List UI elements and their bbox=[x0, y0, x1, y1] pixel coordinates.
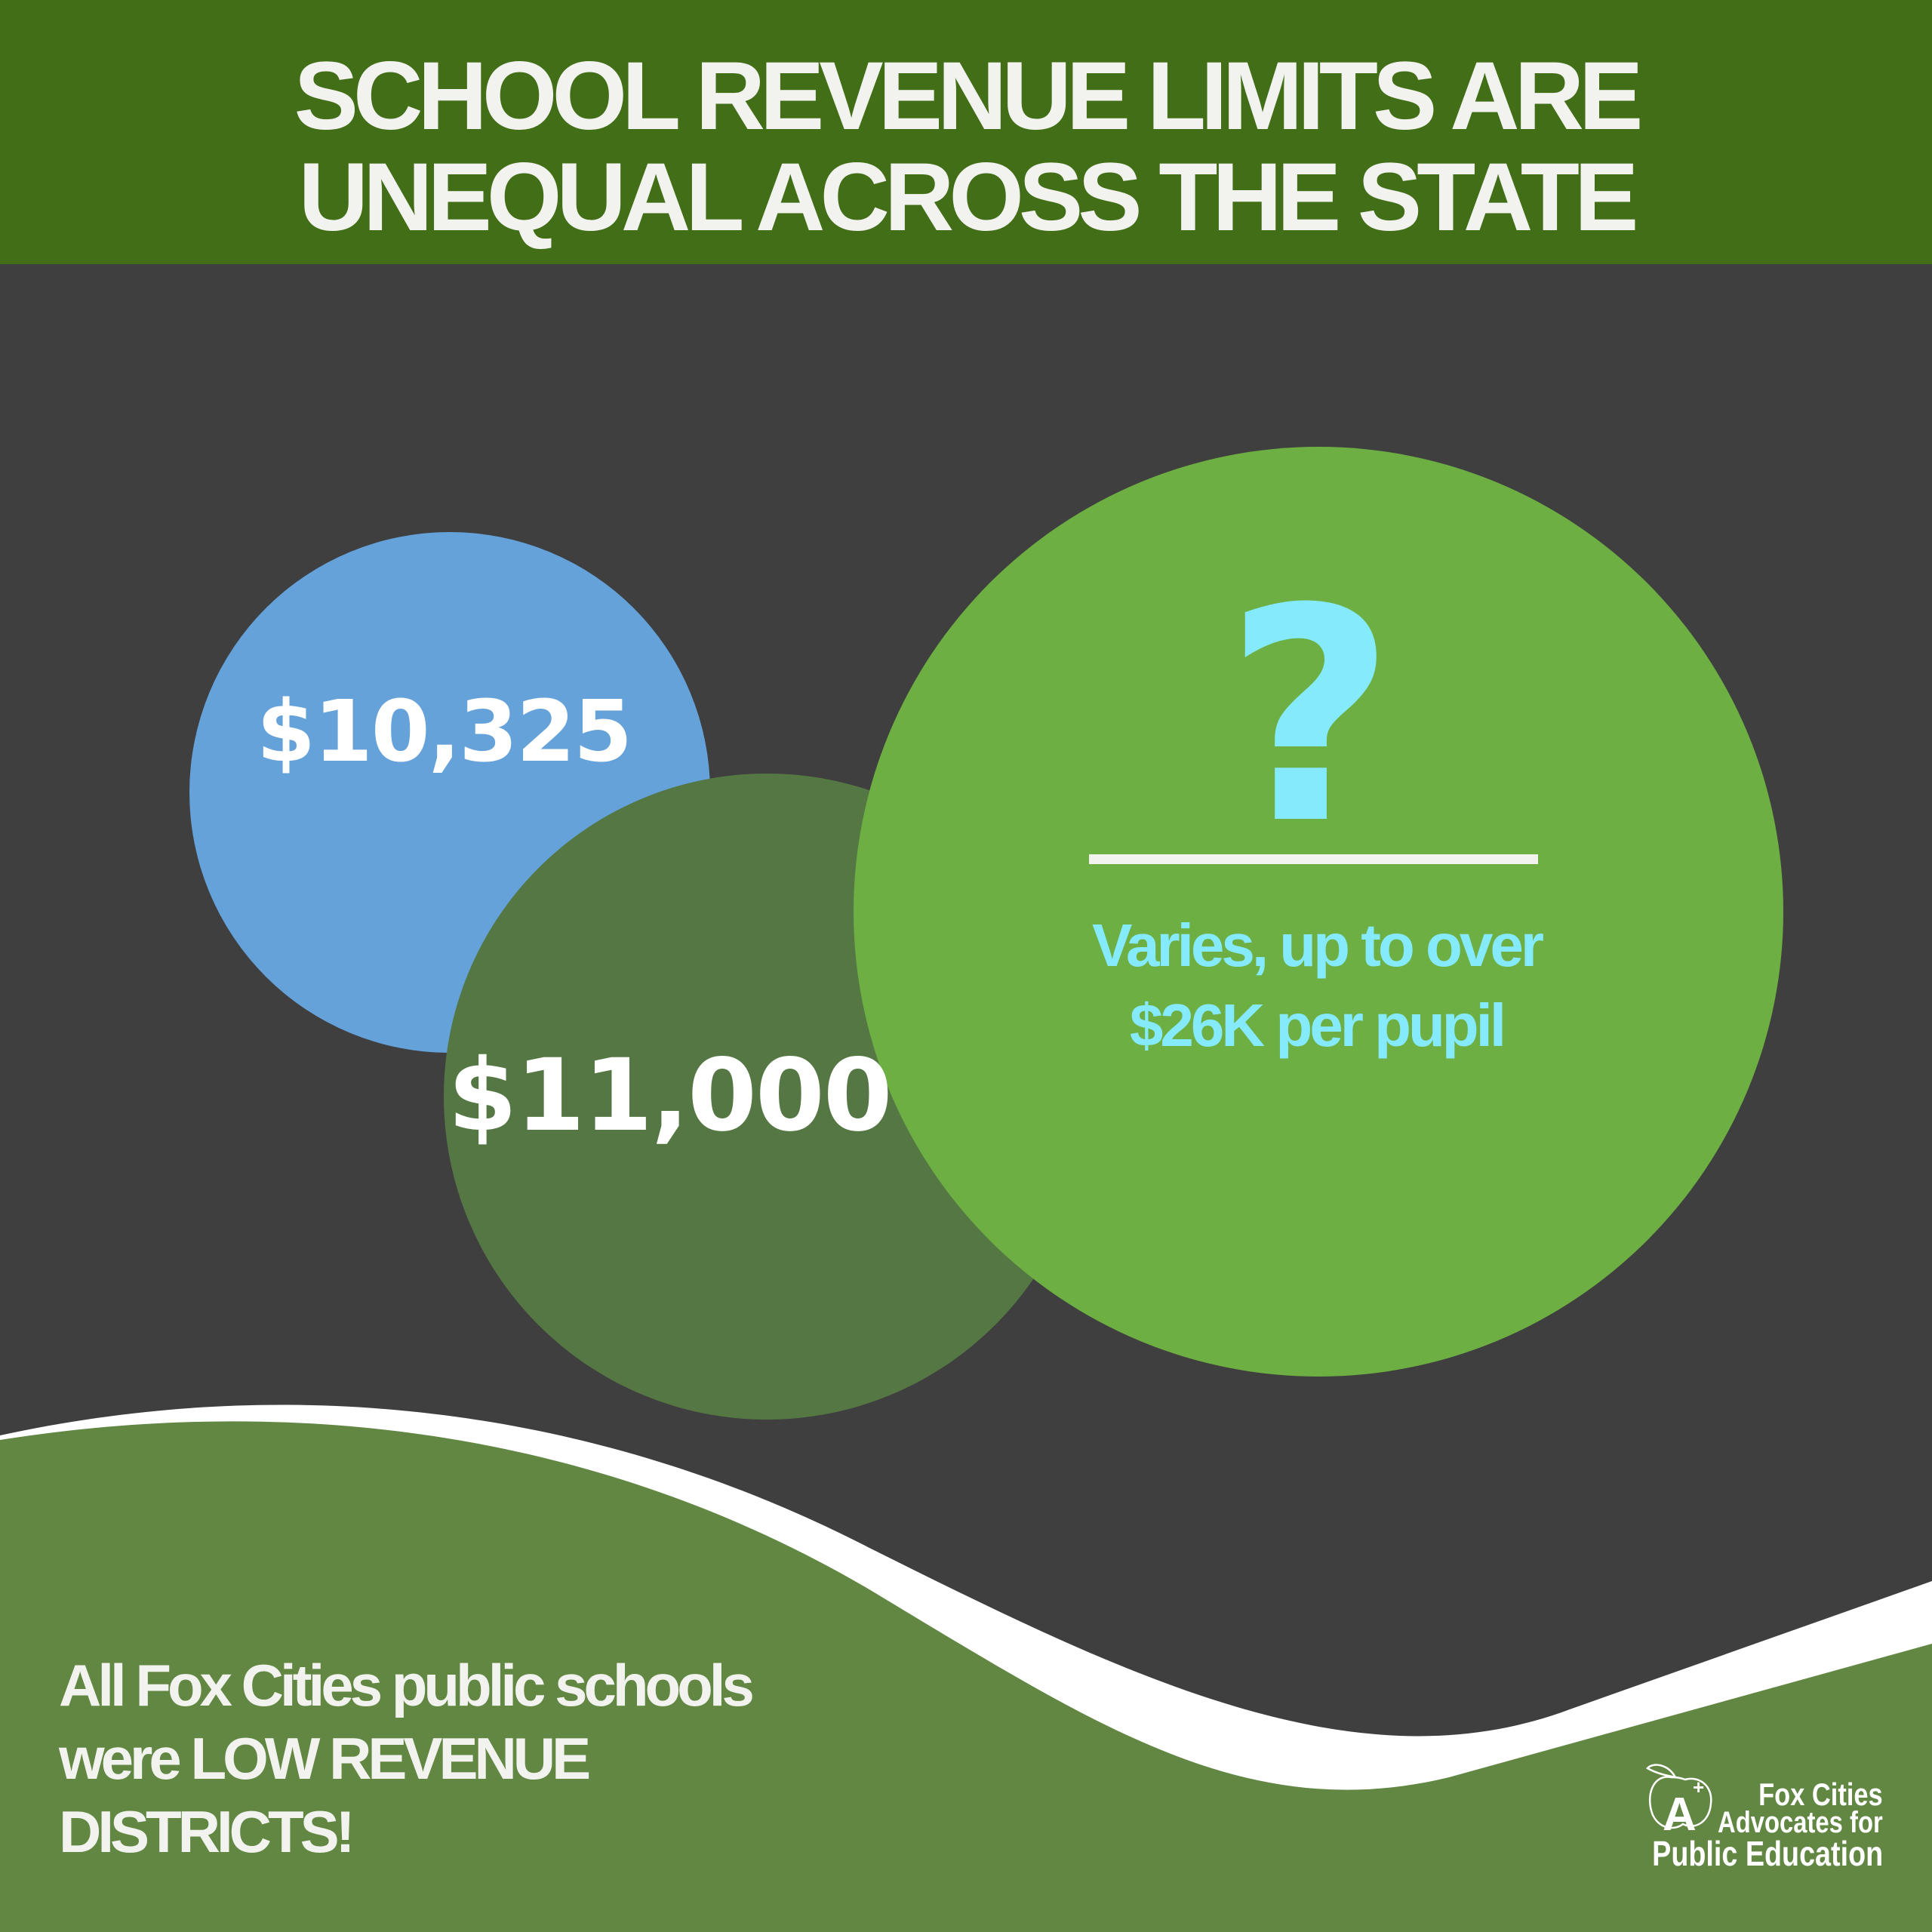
logo-line-3: Public Education bbox=[1652, 1834, 1883, 1873]
footer-line-3: DISTRICTS! bbox=[59, 1798, 355, 1865]
green-wave bbox=[0, 1421, 1932, 1932]
varies-text: Varies, up to over $26K per pupil bbox=[1092, 912, 1544, 1059]
logo-line-1: Fox Cities bbox=[1758, 1777, 1883, 1812]
footer-line-2: were LOW REVENUE bbox=[59, 1725, 591, 1792]
title-line-1: SCHOOL REVENUE LIMITS ARE bbox=[294, 42, 1644, 150]
apple-a-plus-icon: A + bbox=[1646, 1764, 1712, 1838]
svg-text:A: A bbox=[1663, 1789, 1697, 1838]
question-mark: ? bbox=[1224, 546, 1396, 888]
logo: A + Fox Cities Advocates for Public Educ… bbox=[1641, 1755, 1883, 1875]
header-banner: SCHOOL REVENUE LIMITS ARE UNEQUAL ACROSS… bbox=[0, 0, 1932, 264]
title-line-2: UNEQUAL ACROSS THE STATE bbox=[298, 143, 1639, 251]
footer-text: All Fox Cities public schools were LOW R… bbox=[59, 1649, 755, 1869]
logo-line-2: Advocates for bbox=[1718, 1806, 1883, 1839]
footer-line-1: All Fox Cities public schools bbox=[59, 1652, 755, 1718]
large-green-circle bbox=[854, 447, 1783, 1377]
amount-11000: $11,000 bbox=[448, 1038, 892, 1154]
amount-10325: $10,325 bbox=[256, 683, 632, 781]
svg-text:+: + bbox=[1693, 1776, 1704, 1798]
divider-line bbox=[1089, 854, 1538, 864]
